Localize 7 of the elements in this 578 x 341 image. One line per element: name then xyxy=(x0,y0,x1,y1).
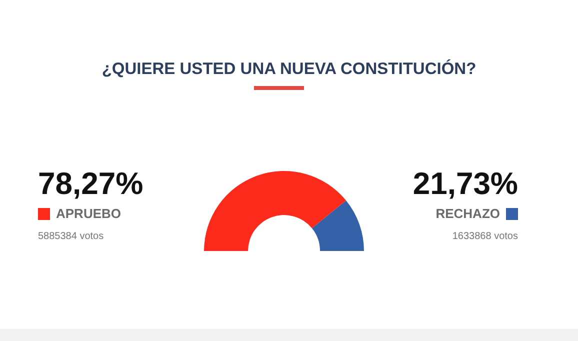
text: 5885384 votos xyxy=(38,231,104,242)
legend-label: APRUEBO xyxy=(56,206,122,221)
chart-title: ¿QUIERE USTED UNA NUEVA CONSTITUCIÓN? xyxy=(100,60,478,79)
data-label: 21,73% xyxy=(412,166,518,202)
slice-label: RECHAZO xyxy=(436,206,500,221)
text: 1633868 votos xyxy=(452,231,518,242)
data-label: 78,27% xyxy=(38,166,144,202)
